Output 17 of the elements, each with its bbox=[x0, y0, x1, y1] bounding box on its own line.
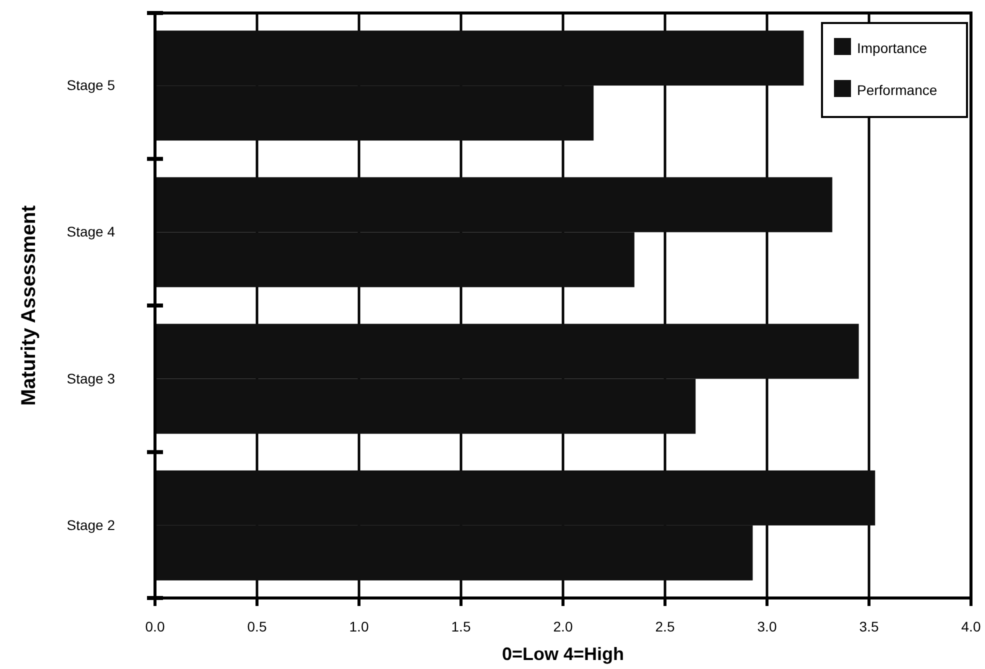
y-tick-label: Stage 3 bbox=[66, 370, 116, 386]
y-axis-title: Maturity Assessment bbox=[18, 204, 40, 406]
x-tick-label: 2.5 bbox=[655, 618, 675, 634]
x-tick-label: 0.0 bbox=[145, 618, 165, 634]
x-tick-label: 4.0 bbox=[961, 618, 981, 634]
x-tick-label: 3.5 bbox=[859, 618, 879, 634]
x-tick-label: 0.5 bbox=[247, 618, 267, 634]
legend-label: Performance bbox=[857, 82, 938, 98]
x-axis-title: 0=Low 4=High bbox=[502, 644, 624, 664]
x-tick-label: 1.0 bbox=[349, 618, 369, 634]
y-tick-label: Stage 2 bbox=[66, 516, 116, 533]
y-tick-label: Stage 5 bbox=[66, 77, 116, 94]
x-tick-label: 3.0 bbox=[757, 618, 777, 634]
x-tick-label: 1.5 bbox=[451, 618, 471, 634]
x-tick-label: 2.0 bbox=[553, 618, 573, 634]
legend-label: Importance bbox=[857, 40, 928, 56]
y-tick-label: Stage 4 bbox=[66, 224, 116, 240]
